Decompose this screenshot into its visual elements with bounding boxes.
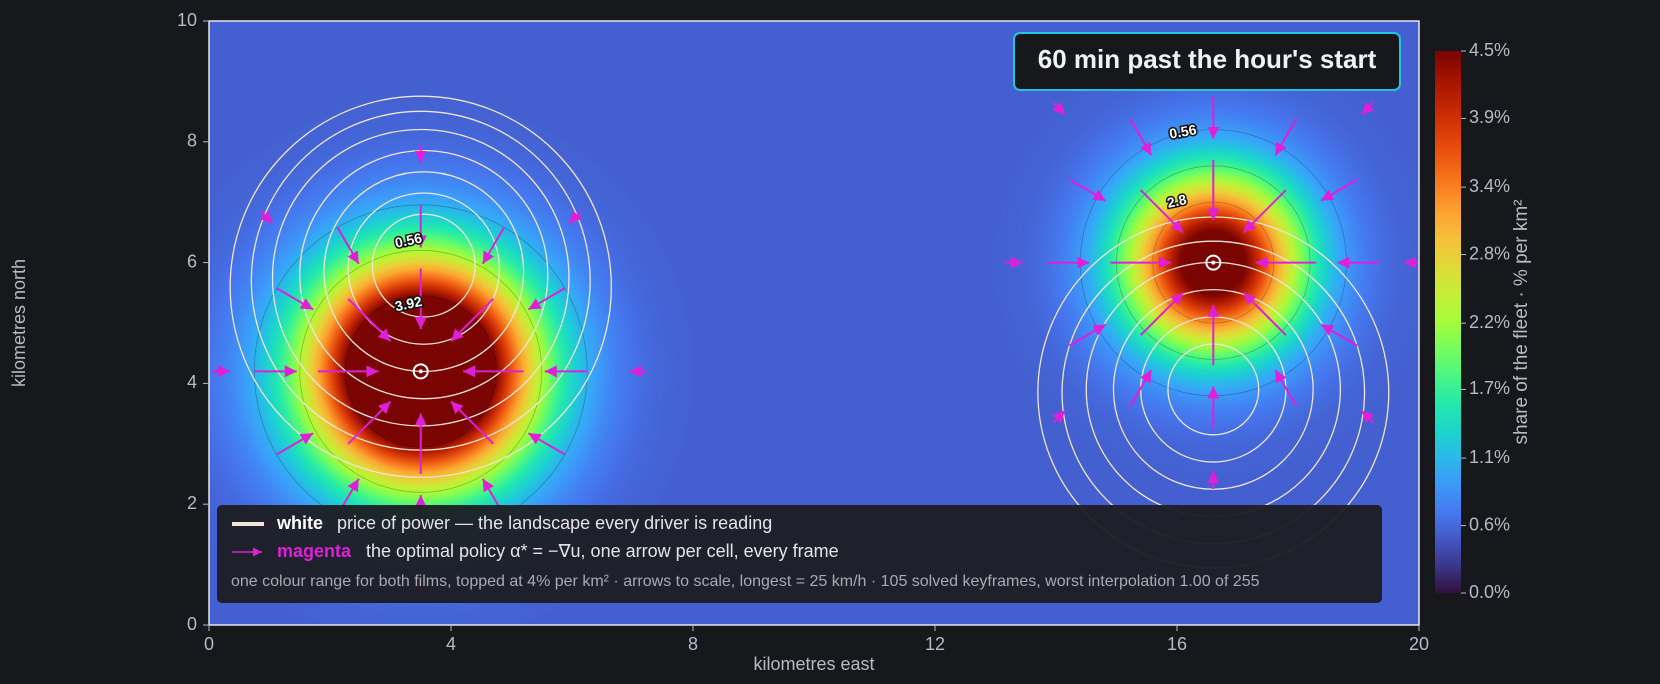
policy-arrow xyxy=(259,210,274,225)
peak-dot xyxy=(1211,260,1216,265)
y-tick-label: 10 xyxy=(177,10,197,30)
policy-arrow xyxy=(527,287,566,311)
y-tick-label: 0 xyxy=(187,614,197,634)
legend-text: the optimal policy α* = −∇u, one arrow p… xyxy=(366,541,839,561)
colorbar xyxy=(1435,51,1461,593)
density-contour-label: 2.8 xyxy=(1166,191,1189,211)
policy-arrow xyxy=(1129,369,1153,407)
policy-arrow xyxy=(1360,409,1375,424)
y-tick-label: 8 xyxy=(187,131,197,151)
policy-arrow xyxy=(347,400,392,445)
legend-box xyxy=(217,505,1382,603)
policy-arrow xyxy=(450,400,495,445)
colorbar-tick-label: 1.1% xyxy=(1469,447,1510,467)
policy-arrow xyxy=(1068,323,1107,347)
colorbar-tick-label: 0.6% xyxy=(1469,514,1510,534)
chart-title: 60 min past the hour's start xyxy=(1038,44,1377,74)
title-box xyxy=(1013,32,1401,91)
policy-arrow xyxy=(1274,118,1298,156)
x-tick-label: 12 xyxy=(925,634,945,654)
y-axis-label: kilometres north xyxy=(9,259,29,387)
price-contour xyxy=(229,95,612,478)
density-contour-label: 3.92 xyxy=(393,293,423,314)
colorbar-label: share of the fleet · % per km² xyxy=(1511,200,1532,445)
density-contour xyxy=(299,249,543,493)
legend-key: magenta xyxy=(277,541,352,561)
policy-arrow xyxy=(527,432,566,456)
x-tick-label: 16 xyxy=(1167,634,1187,654)
policy-arrow xyxy=(481,227,505,265)
x-tick-label: 20 xyxy=(1409,634,1429,654)
policy-arrow xyxy=(1320,178,1358,202)
policy-arrow xyxy=(1139,292,1184,336)
policy-arrow xyxy=(1139,189,1184,234)
y-tick-label: 2 xyxy=(187,493,197,513)
policy-arrow xyxy=(1068,178,1107,202)
policy-arrow xyxy=(1242,189,1287,234)
colorbar-tick-label: 4.5% xyxy=(1469,40,1510,60)
density-contour-label: 0.56 xyxy=(1168,121,1198,142)
x-tick-label: 8 xyxy=(688,634,698,654)
policy-arrow xyxy=(1052,409,1066,424)
policy-arrow xyxy=(1274,369,1298,407)
colorbar-tick-label: 1.7% xyxy=(1469,378,1510,398)
policy-arrow xyxy=(450,298,495,342)
colorbar-tick-label: 0.0% xyxy=(1469,582,1510,602)
policy-arrow xyxy=(1320,323,1358,347)
colorbar-tick-label: 2.2% xyxy=(1469,312,1510,332)
policy-arrow xyxy=(336,227,360,265)
legend-note: one colour range for both films, topped … xyxy=(231,573,1260,590)
x-tick-label: 4 xyxy=(446,634,456,654)
price-contour xyxy=(371,213,476,318)
policy-arrow xyxy=(276,287,314,311)
x-tick-label: 0 xyxy=(204,634,214,654)
overlay: 60 min past the hour's start white price… xyxy=(217,32,1401,603)
policy-arrow xyxy=(568,210,582,225)
policy-arrow xyxy=(1360,101,1375,116)
policy-arrow xyxy=(347,298,392,342)
peak-dot xyxy=(418,369,423,374)
plot-frame xyxy=(208,20,1420,626)
colorbar-tick-label: 2.8% xyxy=(1469,243,1510,263)
policy-arrow xyxy=(1129,118,1153,156)
price-contour xyxy=(323,171,525,373)
peak-marker xyxy=(1205,254,1222,271)
policy-arrow xyxy=(276,432,314,456)
hotspot xyxy=(209,99,693,625)
price-contour xyxy=(299,150,549,400)
colorbar-tick-label: 3.9% xyxy=(1469,107,1510,127)
y-tick-label: 4 xyxy=(187,372,197,392)
y-tick-label: 6 xyxy=(187,251,197,271)
colorbar-tick-label: 3.4% xyxy=(1469,176,1510,196)
policy-arrow xyxy=(1052,101,1066,116)
price-contour xyxy=(347,192,501,345)
policy-arrow xyxy=(1242,292,1287,336)
price-contour xyxy=(1112,288,1314,490)
legend-key: white xyxy=(276,513,323,533)
peak-marker xyxy=(412,363,429,380)
legend-text: price of power — the landscape every dri… xyxy=(337,513,772,533)
x-axis-label: kilometres east xyxy=(753,654,874,674)
